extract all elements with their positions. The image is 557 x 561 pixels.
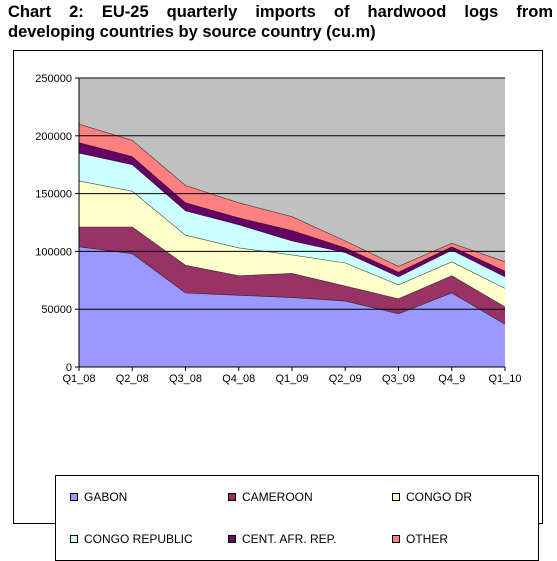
legend-item-gabon: GABON <box>70 490 127 504</box>
legend-label: OTHER <box>406 532 448 546</box>
y-tick-label: 250000 <box>35 73 72 85</box>
legend-item-cent-afr-rep: CENT. AFR. REP. <box>228 532 336 546</box>
series-boundary <box>78 142 506 273</box>
x-tick-label: Q4_08 <box>222 373 255 385</box>
chart-frame: 0 50000 100000 150000 200000 250000 Q1_08 Q2_08… <box>13 50 543 561</box>
series-boundary <box>78 152 506 278</box>
legend-swatch <box>392 493 400 501</box>
chart-title: Chart 2: EU-25 quarterly imports of hard… <box>8 2 553 42</box>
x-tick-label: Q1_10 <box>488 373 521 385</box>
x-tick-label: Q2_09 <box>329 373 362 385</box>
legend-label: CONGO REPUBLIC <box>84 532 193 546</box>
legend-item-cameroon: CAMEROON <box>228 490 313 504</box>
legend-swatch <box>228 493 236 501</box>
chart-title-line-2: developing countries by source country (… <box>8 23 376 41</box>
x-tick-label: Q3_08 <box>169 373 202 385</box>
x-tick-label: Q4_9 <box>438 373 465 385</box>
x-tick-label: Q3_09 <box>382 373 415 385</box>
area-chart: 0 50000 100000 150000 200000 250000 Q1_08 Q2_08… <box>35 73 521 385</box>
legend-label: CAMEROON <box>242 490 313 504</box>
legend-swatch <box>228 535 236 543</box>
area-gabon <box>79 246 505 367</box>
series-boundary <box>78 180 506 289</box>
area-other <box>79 124 505 273</box>
series-boundary <box>78 246 506 325</box>
x-tick-label: Q1_08 <box>62 373 95 385</box>
x-tick-label: Q1_09 <box>275 373 308 385</box>
y-tick-label: 0 <box>66 362 72 374</box>
area-cent-afr-rep <box>79 142 505 277</box>
legend-swatch <box>392 535 400 543</box>
legend-swatch <box>70 493 78 501</box>
legend-swatch <box>70 535 78 543</box>
legend: GABON CAMEROON CONGO DR CONGO REPUBLIC CENT.… <box>55 475 539 561</box>
y-tick-label: 100000 <box>35 246 72 258</box>
legend-item-congo-republic: CONGO REPUBLIC <box>70 532 193 546</box>
y-tick-label: 50000 <box>41 304 72 316</box>
series-boundary <box>78 123 506 267</box>
y-tick-label: 150000 <box>35 189 72 201</box>
legend-label: CENT. AFR. REP. <box>242 532 337 546</box>
area-congo-republic <box>79 153 505 289</box>
legend-item-congo-dr: CONGO DR <box>392 490 472 504</box>
legend-label: CONGO DR <box>406 490 472 504</box>
series-boundary <box>79 226 506 308</box>
legend-item-other: OTHER <box>392 532 448 546</box>
legend-label: GABON <box>84 490 128 504</box>
chart-title-line-1: Chart 2: EU-25 quarterly imports of hard… <box>8 3 553 21</box>
x-tick-label: Q2_08 <box>116 373 149 385</box>
y-tick-label: 200000 <box>35 131 72 143</box>
area-cameroon <box>79 227 505 325</box>
